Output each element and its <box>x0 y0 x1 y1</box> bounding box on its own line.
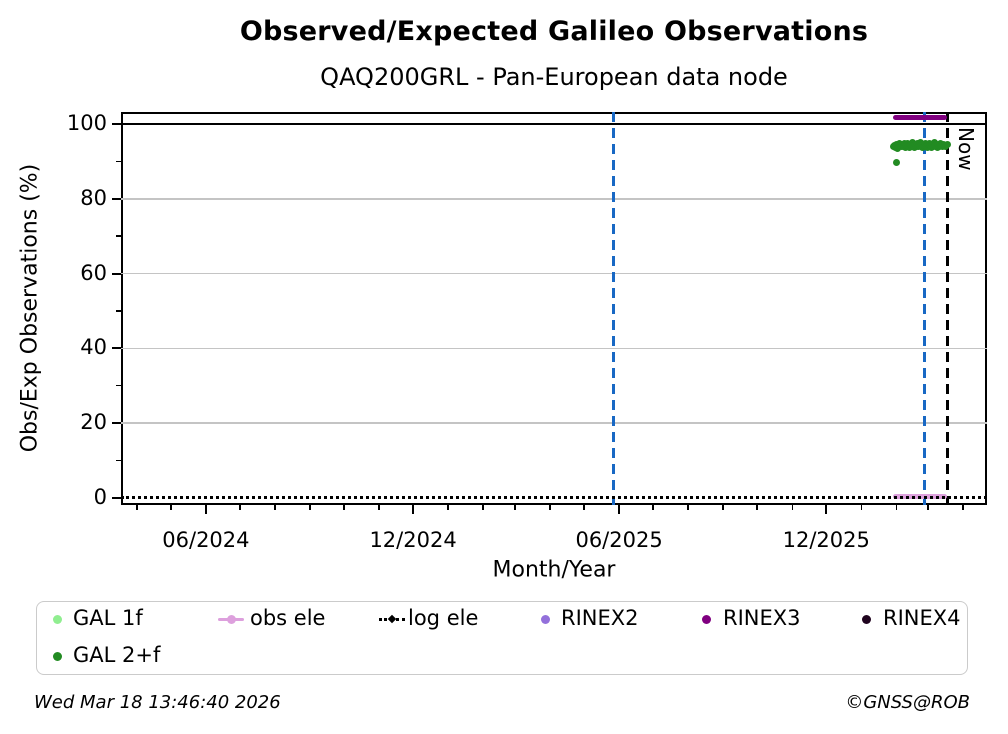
legend-marker-dot <box>861 614 871 624</box>
legend-item-label: log ele <box>408 606 479 630</box>
chart-title: Observed/Expected Galileo Observations <box>239 16 869 47</box>
now-label: Now <box>954 127 979 171</box>
x-major-tick <box>618 505 621 514</box>
y-major-tick <box>112 122 121 125</box>
series-obs-ele <box>893 493 948 499</box>
y-major-tick <box>112 272 121 275</box>
legend-marker-dot <box>540 614 550 624</box>
y-tick-label: 80 <box>80 185 107 210</box>
y-minor-tick <box>116 160 121 163</box>
x-minor-tick <box>378 505 380 510</box>
x-minor-tick <box>343 505 345 510</box>
y-major-tick <box>112 347 121 350</box>
y-gridline <box>121 272 987 275</box>
legend-item-label: GAL 1f <box>73 606 143 630</box>
series-rinex3 <box>893 115 948 121</box>
y-tick-label: 60 <box>80 260 107 285</box>
x-minor-tick <box>791 505 794 510</box>
x-minor-tick <box>447 505 449 510</box>
x-minor-tick <box>514 505 516 510</box>
now-vline <box>945 112 949 505</box>
legend-item-label: obs ele <box>250 606 326 630</box>
x-major-tick <box>825 505 828 514</box>
x-minor-tick <box>549 505 551 510</box>
x-minor-tick <box>239 505 241 510</box>
y-tick-label: 100 <box>66 110 107 135</box>
x-minor-tick <box>687 505 689 510</box>
x-minor-tick <box>170 505 172 510</box>
y-tick-label: 20 <box>80 410 107 435</box>
x-minor-tick <box>583 505 585 510</box>
legend-marker-dot <box>226 614 236 624</box>
series-log-ele <box>121 496 987 500</box>
event-vline <box>923 112 927 505</box>
x-minor-tick <box>962 505 964 510</box>
y-minor-tick <box>116 235 121 237</box>
footer-timestamp: Wed Mar 18 13:46:40 2026 <box>34 692 281 713</box>
y-gridline <box>121 198 987 200</box>
y-minor-tick <box>116 384 121 387</box>
legend-marker-dot <box>52 651 62 661</box>
y-minor-tick <box>116 459 121 462</box>
y-major-tick <box>112 197 121 200</box>
legend-item-label: GAL 2+f <box>73 643 161 667</box>
chart-subtitle: QAQ200GRL - Pan-European data node <box>320 63 788 91</box>
x-minor-tick <box>652 505 654 510</box>
x-tick-label: 12/2025 <box>782 528 870 552</box>
x-tick-label: 06/2024 <box>162 528 250 552</box>
x-major-tick <box>204 505 207 514</box>
y-tick-label: 0 <box>93 484 107 509</box>
x-minor-tick <box>136 505 138 510</box>
x-axis-label: Month/Year <box>492 557 616 583</box>
y-gridline <box>121 422 987 424</box>
y-major-tick <box>112 422 121 425</box>
legend-marker-dot <box>701 614 711 624</box>
event-vline <box>611 112 615 505</box>
footer-copyright: ©GNSS@ROB <box>845 692 970 713</box>
legend <box>36 601 968 675</box>
x-minor-tick <box>895 505 898 510</box>
x-minor-tick <box>309 505 311 510</box>
reference-line-100 <box>121 122 987 126</box>
x-tick-label: 06/2025 <box>575 528 663 552</box>
series-gal-2-f-point <box>943 141 951 149</box>
plot-area <box>121 112 987 505</box>
x-minor-tick <box>860 505 863 510</box>
x-minor-tick <box>722 505 724 510</box>
x-minor-tick <box>274 505 276 510</box>
y-major-tick <box>112 496 121 499</box>
y-gridline <box>121 347 987 350</box>
x-major-tick <box>412 505 415 514</box>
x-minor-tick <box>756 505 758 510</box>
x-minor-tick <box>927 505 929 510</box>
y-tick-label: 40 <box>80 335 107 360</box>
x-minor-tick <box>482 505 484 510</box>
y-minor-tick <box>116 310 121 312</box>
series-gal-2-f-outlier <box>893 158 901 166</box>
x-tick-label: 12/2024 <box>369 528 457 552</box>
legend-item-label: RINEX4 <box>883 606 961 630</box>
legend-item-label: RINEX2 <box>561 606 639 630</box>
legend-marker-dot <box>52 614 62 624</box>
legend-item-label: RINEX3 <box>723 606 801 630</box>
